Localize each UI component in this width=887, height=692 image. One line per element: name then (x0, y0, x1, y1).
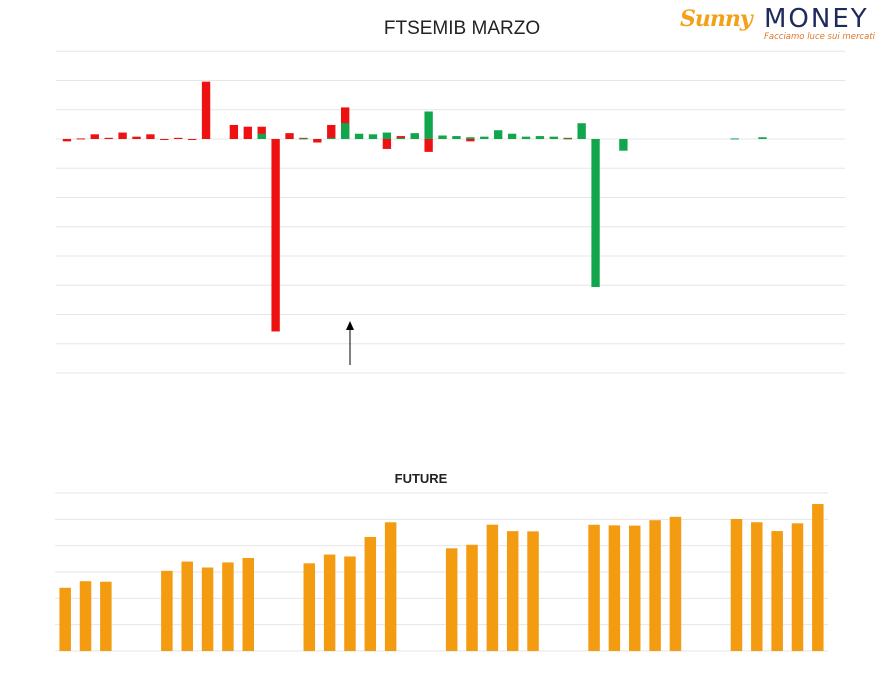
bar (521, 136, 531, 139)
chart-title: FUTURE (395, 471, 448, 486)
bar (201, 567, 214, 651)
bar (424, 111, 433, 139)
bar (812, 504, 824, 651)
bar (364, 536, 377, 651)
bar (382, 139, 392, 149)
bar (285, 133, 294, 139)
bar (62, 139, 72, 142)
bar (146, 134, 155, 139)
sunny-money-logo: Sunny MONEY Facciamo luce sui mercati (680, 4, 885, 42)
bars (59, 504, 824, 651)
bar (486, 524, 499, 651)
bar (90, 134, 99, 139)
bar (340, 123, 350, 139)
bar (771, 531, 783, 651)
chart-title: FTSEMIB MARZO (384, 18, 540, 39)
bar (160, 139, 169, 140)
bar (438, 135, 447, 139)
bar (588, 524, 600, 651)
bar (527, 531, 539, 651)
logo-tagline: Facciamo luce sui mercati (764, 32, 876, 42)
bar (271, 139, 280, 332)
bar (344, 556, 356, 651)
bar (327, 124, 336, 139)
bar (327, 137, 336, 139)
bar (494, 130, 503, 139)
bars (62, 81, 767, 332)
bar (730, 138, 739, 140)
bar (257, 133, 266, 139)
bar (466, 137, 475, 139)
bar (649, 520, 661, 651)
bar (222, 562, 234, 651)
bar (507, 133, 517, 139)
bar (118, 132, 127, 139)
bar (257, 126, 266, 139)
bar (303, 563, 316, 651)
bar (181, 561, 193, 651)
bar (791, 523, 804, 651)
bar (368, 134, 378, 139)
bar (506, 531, 519, 651)
bar (132, 136, 141, 139)
bar (758, 137, 767, 139)
bar (577, 123, 586, 139)
annotation-arrow (346, 321, 354, 365)
bar (187, 139, 197, 140)
bar (229, 124, 239, 139)
future-chart: FUTURE (55, 471, 828, 652)
bar (424, 139, 433, 152)
bar (751, 522, 763, 651)
bar (299, 138, 308, 140)
bar (161, 570, 173, 651)
logo-brand-money: MONEY (764, 4, 869, 34)
bar (242, 557, 254, 651)
bar (608, 525, 621, 651)
bar (243, 126, 252, 139)
bar (396, 136, 405, 139)
bar (452, 136, 461, 139)
bar (313, 139, 322, 143)
bar (629, 525, 641, 651)
ftsemib-marzo-chart: FTSEMIB MARZO (56, 18, 845, 374)
bar (174, 137, 183, 139)
bar (354, 133, 364, 139)
bar (76, 138, 86, 140)
bar (480, 136, 489, 139)
annotation-arrow-head (346, 321, 354, 330)
bar (104, 137, 113, 139)
bar (201, 81, 211, 139)
bar (591, 139, 600, 288)
bar (549, 136, 559, 139)
logo-brand-sunny: Sunny (680, 6, 753, 32)
bar (100, 581, 112, 651)
bar (730, 519, 743, 651)
bar (466, 544, 478, 651)
bar (535, 136, 545, 139)
bar (382, 132, 392, 139)
y-gridlines (56, 50, 845, 374)
bar (410, 133, 419, 139)
bar (563, 138, 572, 140)
bar (79, 581, 92, 651)
bar (384, 522, 397, 651)
bar (323, 554, 336, 651)
bar (396, 137, 405, 139)
bar (466, 139, 475, 142)
bar (59, 587, 71, 651)
bar (619, 139, 628, 151)
bar (669, 516, 682, 651)
bar (445, 548, 458, 651)
